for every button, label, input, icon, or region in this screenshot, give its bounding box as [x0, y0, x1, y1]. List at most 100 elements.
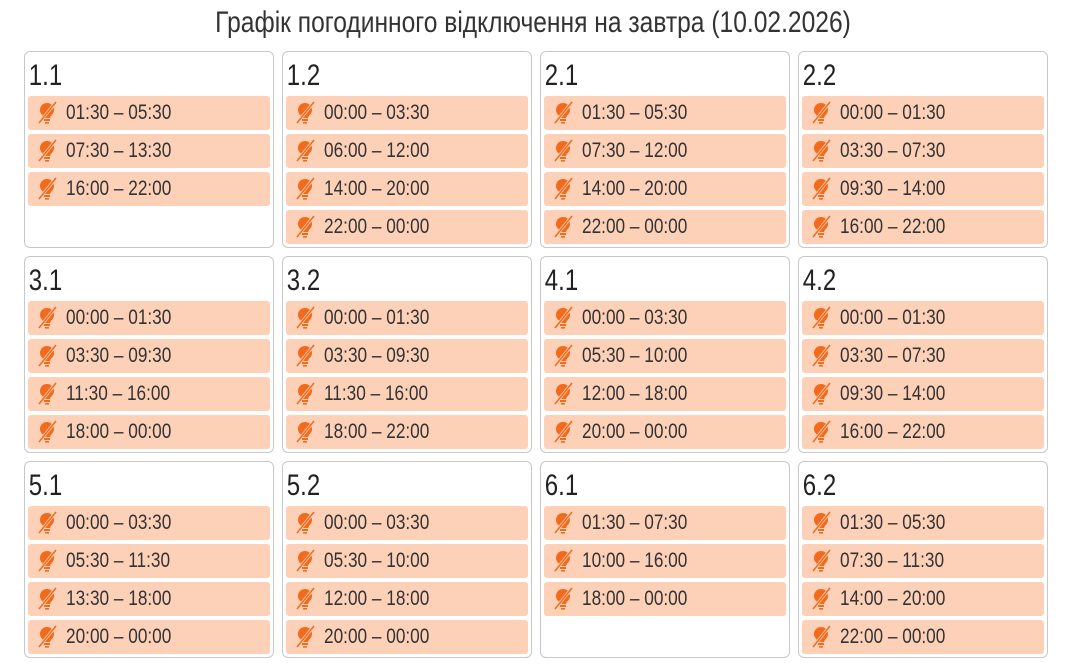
group-card: 1.2 00:00 – 03:30 06:00 – 12:00 14:00 – 20:…: [282, 51, 532, 248]
slot-time: 01:30 – 05:30: [582, 101, 688, 124]
bulb-off-icon: [294, 511, 316, 535]
slot-time: 01:30 – 05:30: [66, 101, 172, 124]
bulb-off-icon: [552, 420, 574, 444]
outage-slot: 14:00 – 20:00: [802, 582, 1044, 616]
bulb-off-icon: [552, 177, 574, 201]
bulb-off-icon: [810, 625, 832, 649]
slot-time: 01:30 – 07:30: [582, 511, 688, 534]
group-label: 4.1: [544, 264, 579, 297]
page-title: Графік погодинного відключення на завтра…: [215, 6, 851, 39]
group-label: 1.1: [28, 59, 63, 92]
outage-slot: 12:00 – 18:00: [286, 582, 528, 616]
outage-slot: 05:30 – 10:00: [544, 339, 786, 373]
group-label: 2.1: [544, 59, 579, 92]
bulb-off-icon: [810, 306, 832, 330]
outage-slot: 22:00 – 00:00: [286, 210, 528, 244]
bulb-off-icon: [810, 382, 832, 406]
bulb-off-icon: [294, 215, 316, 239]
outage-slot: 00:00 – 03:30: [28, 506, 270, 540]
slot-time: 14:00 – 20:00: [582, 177, 688, 200]
bulb-off-icon: [36, 587, 58, 611]
outage-slot: 18:00 – 00:00: [544, 582, 786, 616]
schedule-grid: 1.1 01:30 – 05:30 07:30 – 13:30 16:00 – 22:…: [24, 51, 1048, 658]
bulb-off-icon: [294, 420, 316, 444]
bulb-off-icon: [294, 549, 316, 573]
outage-slot: 01:30 – 05:30: [544, 96, 786, 130]
slot-time: 16:00 – 22:00: [840, 215, 946, 238]
group-card: 5.2 00:00 – 03:30 05:30 – 10:00 12:00 – 18:…: [282, 461, 532, 658]
outage-slot: 01:30 – 07:30: [544, 506, 786, 540]
group-label: 5.1: [28, 469, 63, 502]
group-label: 6.1: [544, 469, 579, 502]
slot-time: 07:30 – 13:30: [66, 139, 172, 162]
group-card: 2.1 01:30 – 05:30 07:30 – 12:00 14:00 – 20:…: [540, 51, 790, 248]
slot-time: 00:00 – 01:30: [66, 306, 172, 329]
outage-slot: 05:30 – 11:30: [28, 544, 270, 578]
slot-time: 22:00 – 00:00: [840, 625, 946, 648]
outage-slot: 03:30 – 09:30: [28, 339, 270, 373]
group-card: 4.2 00:00 – 01:30 03:30 – 07:30 09:30 – 14:…: [798, 256, 1048, 453]
outage-slot: 20:00 – 00:00: [286, 620, 528, 654]
bulb-off-icon: [810, 215, 832, 239]
bulb-off-icon: [810, 511, 832, 535]
bulb-off-icon: [294, 344, 316, 368]
slot-time: 18:00 – 00:00: [582, 587, 688, 610]
outage-slot: 00:00 – 01:30: [286, 301, 528, 335]
outage-slot: 01:30 – 05:30: [802, 506, 1044, 540]
bulb-off-icon: [810, 420, 832, 444]
outage-slot: 00:00 – 01:30: [802, 301, 1044, 335]
slot-time: 12:00 – 18:00: [324, 587, 430, 610]
outage-slot: 13:30 – 18:00: [28, 582, 270, 616]
group-label: 3.2: [286, 264, 321, 297]
slot-time: 07:30 – 12:00: [582, 139, 688, 162]
bulb-off-icon: [810, 101, 832, 125]
outage-slot: 16:00 – 22:00: [802, 210, 1044, 244]
bulb-off-icon: [36, 382, 58, 406]
slot-time: 00:00 – 03:30: [66, 511, 172, 534]
outage-slot: 22:00 – 00:00: [544, 210, 786, 244]
slot-time: 01:30 – 05:30: [840, 511, 946, 534]
group-card: 2.2 00:00 – 01:30 03:30 – 07:30 09:30 – 14:…: [798, 51, 1048, 248]
slot-time: 00:00 – 01:30: [840, 306, 946, 329]
slot-time: 03:30 – 09:30: [324, 344, 430, 367]
group-label: 1.2: [286, 59, 321, 92]
slot-time: 12:00 – 18:00: [582, 382, 688, 405]
bulb-off-icon: [294, 177, 316, 201]
outage-slot: 14:00 – 20:00: [286, 172, 528, 206]
group-card: 6.2 01:30 – 05:30 07:30 – 11:30 14:00 – 20:…: [798, 461, 1048, 658]
group-card: 1.1 01:30 – 05:30 07:30 – 13:30 16:00 – 22:…: [24, 51, 274, 248]
outage-slot: 12:00 – 18:00: [544, 377, 786, 411]
group-label: 4.2: [802, 264, 837, 297]
bulb-off-icon: [36, 306, 58, 330]
bulb-off-icon: [36, 625, 58, 649]
outage-slot: 07:30 – 12:00: [544, 134, 786, 168]
group-label: 5.2: [286, 469, 321, 502]
outage-slot: 16:00 – 22:00: [802, 415, 1044, 449]
outage-slot: 20:00 – 00:00: [28, 620, 270, 654]
bulb-off-icon: [552, 139, 574, 163]
slot-time: 10:00 – 16:00: [582, 549, 688, 572]
outage-slot: 10:00 – 16:00: [544, 544, 786, 578]
outage-slot: 03:30 – 07:30: [802, 339, 1044, 373]
slot-time: 00:00 – 01:30: [840, 101, 946, 124]
group-card: 3.2 00:00 – 01:30 03:30 – 09:30 11:30 – 16:…: [282, 256, 532, 453]
bulb-off-icon: [810, 587, 832, 611]
bulb-off-icon: [36, 549, 58, 573]
slot-time: 03:30 – 07:30: [840, 139, 946, 162]
bulb-off-icon: [552, 587, 574, 611]
outage-slot: 00:00 – 01:30: [28, 301, 270, 335]
group-card: 4.1 00:00 – 03:30 05:30 – 10:00 12:00 – 18:…: [540, 256, 790, 453]
group-label: 6.2: [802, 469, 837, 502]
bulb-off-icon: [552, 101, 574, 125]
slot-time: 14:00 – 20:00: [324, 177, 430, 200]
bulb-off-icon: [552, 344, 574, 368]
outage-slot: 06:00 – 12:00: [286, 134, 528, 168]
bulb-off-icon: [552, 306, 574, 330]
outage-slot: 00:00 – 03:30: [286, 506, 528, 540]
outage-slot: 07:30 – 11:30: [802, 544, 1044, 578]
group-card: 3.1 00:00 – 01:30 03:30 – 09:30 11:30 – 16:…: [24, 256, 274, 453]
outage-slot: 16:00 – 22:00: [28, 172, 270, 206]
slot-time: 14:00 – 20:00: [840, 587, 946, 610]
slot-time: 05:30 – 10:00: [324, 549, 430, 572]
outage-slot: 20:00 – 00:00: [544, 415, 786, 449]
